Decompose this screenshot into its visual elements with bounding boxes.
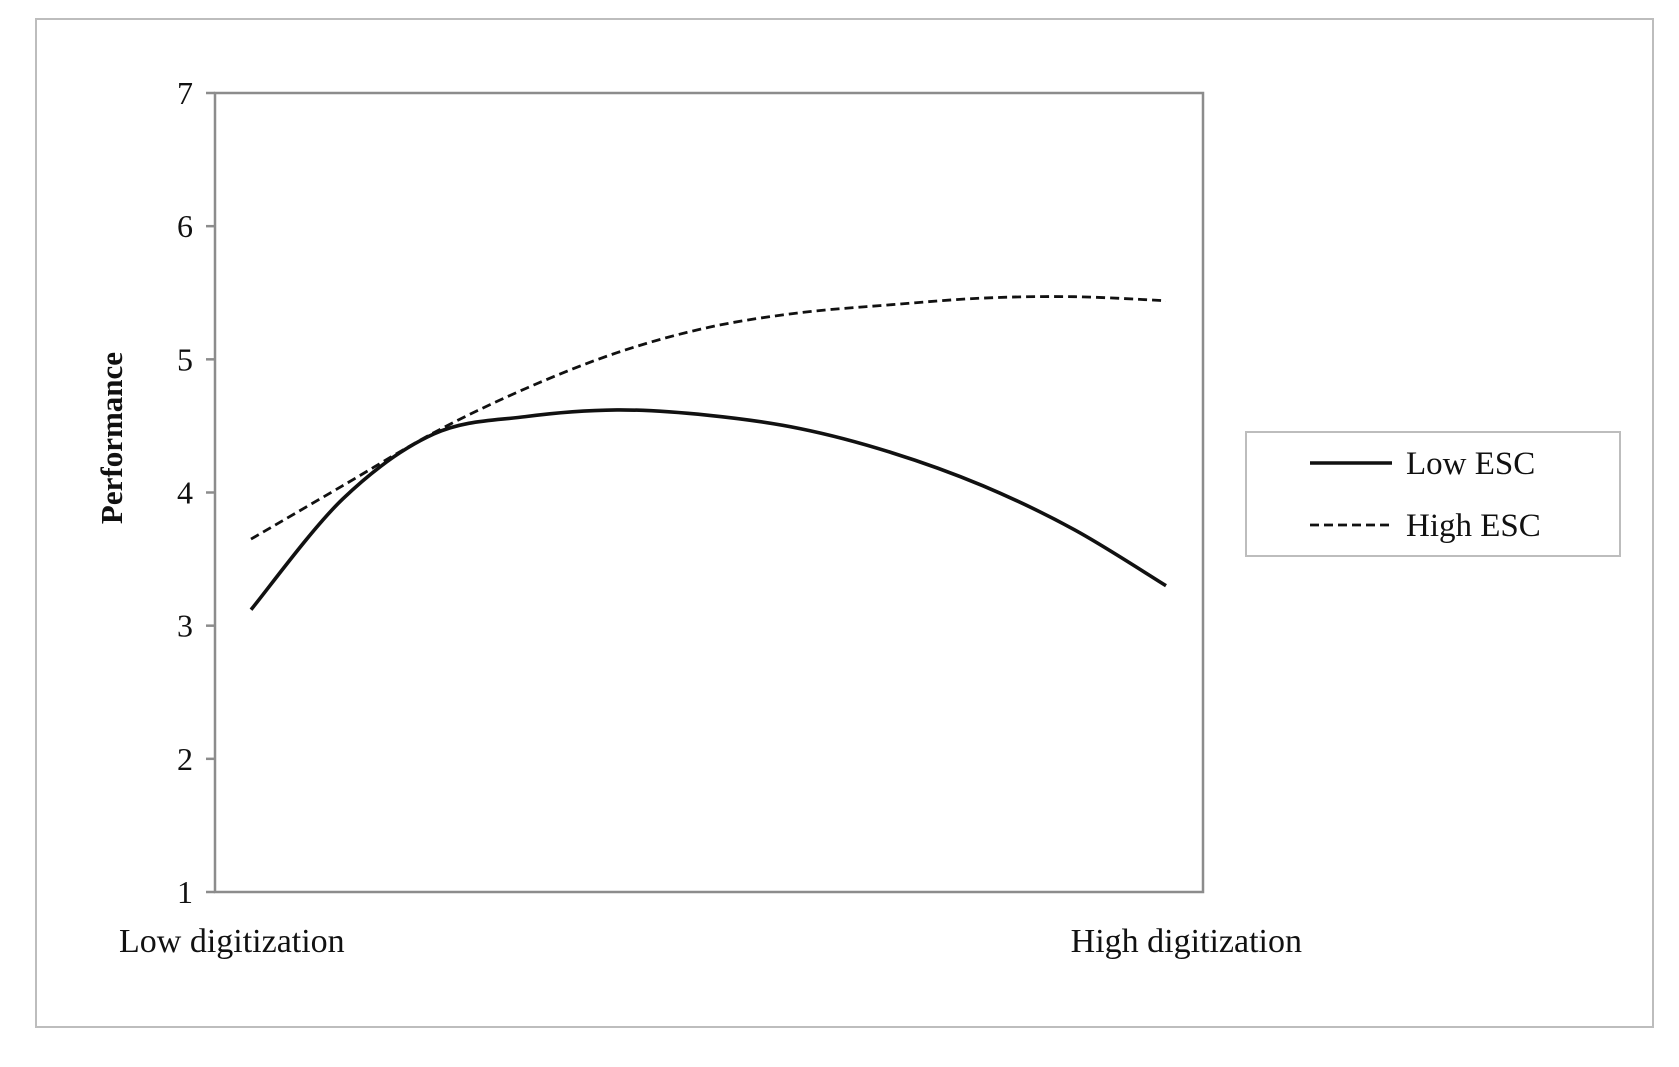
series-line-high-esc [250, 295, 1167, 541]
y-tick-label: 1 [177, 874, 193, 910]
legend-label: High ESC [1406, 508, 1541, 544]
series-layer [249, 295, 1167, 611]
legend-label: Low ESC [1406, 446, 1535, 482]
legend-items: Low ESC High ESC [1310, 446, 1541, 544]
series-line-low-esc [249, 408, 1167, 611]
plot-area [213, 91, 1205, 894]
legend-box [1245, 431, 1621, 557]
y-tick-label: 5 [177, 341, 193, 377]
x-tick-label: Low digitization [119, 923, 345, 960]
y-tick-label: 7 [177, 75, 193, 111]
y-tick-label: 3 [177, 608, 193, 644]
x-tick-label: High digitization [1071, 923, 1302, 960]
y-axis-label: Performance [94, 352, 129, 524]
legend: Low ESC High ESC [1245, 431, 1621, 557]
x-axis: Low digitization High digitization [119, 923, 1302, 960]
y-tick-label: 6 [177, 208, 193, 244]
y-tick-label: 4 [177, 475, 193, 511]
y-tick-label: 2 [177, 741, 193, 777]
y-axis: 1 2 3 4 5 6 7 [177, 75, 215, 910]
